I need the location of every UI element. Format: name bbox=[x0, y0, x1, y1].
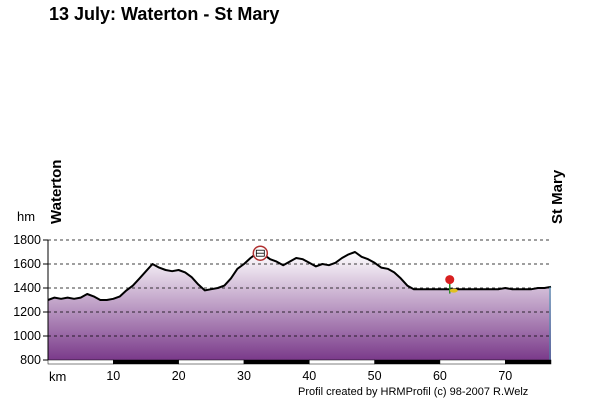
page-title: 13 July: Waterton - St Mary bbox=[49, 4, 280, 24]
x-axis-unit: km bbox=[49, 369, 67, 384]
km-scale-segment bbox=[309, 359, 375, 365]
y-tick-label: 1000 bbox=[13, 329, 41, 343]
y-tick-label: 1600 bbox=[13, 257, 41, 271]
flower-icon bbox=[445, 275, 455, 285]
x-tick-label: 10 bbox=[106, 369, 120, 383]
y-tick-label: 1400 bbox=[13, 281, 41, 295]
km-scale-segment bbox=[113, 359, 179, 365]
x-tick-label: 20 bbox=[172, 369, 186, 383]
km-scale-segment bbox=[47, 359, 114, 365]
km-scale-segment bbox=[439, 359, 506, 365]
km-scale-segment bbox=[178, 359, 245, 365]
y-axis-unit: hm bbox=[17, 209, 36, 224]
flower-leaf bbox=[449, 288, 458, 293]
elevation-line bbox=[47, 251, 552, 301]
x-tick-label: 40 bbox=[302, 369, 316, 383]
credit-text: Profil created by HRMProfil (c) 98-2007 … bbox=[298, 386, 529, 398]
x-tick-label: 50 bbox=[368, 369, 382, 383]
y-tick-label: 1800 bbox=[13, 233, 41, 247]
elevation-area bbox=[48, 252, 551, 360]
y-tick-label: 800 bbox=[20, 353, 41, 367]
km-scale-segment bbox=[505, 359, 552, 365]
km-scale-segment bbox=[374, 359, 441, 365]
x-tick-label: 70 bbox=[498, 369, 512, 383]
km-scale-segment bbox=[243, 359, 310, 365]
y-tick-label: 1200 bbox=[13, 305, 41, 319]
x-tick-label: 30 bbox=[237, 369, 251, 383]
x-tick-label: 60 bbox=[433, 369, 447, 383]
